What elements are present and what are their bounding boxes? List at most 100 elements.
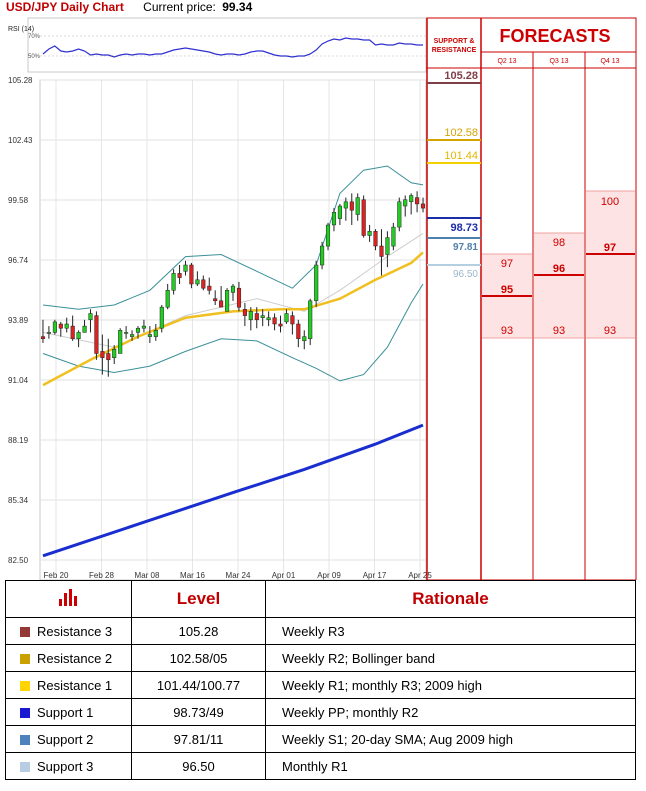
row-level: 96.50 [131,752,266,780]
candle-up [391,226,396,247]
candle-up [230,285,236,293]
forecast-range-q3 [534,233,584,338]
level-label-support2: 97.81 [453,242,478,253]
row-level: 105.28 [131,617,266,645]
candle-down [254,313,259,321]
row-name: Support 1 [37,704,94,720]
candle-down [106,353,111,361]
table-header-level: Level [131,580,266,618]
level-label-support1: 98.73 [450,222,478,234]
resistance3-swatch [20,626,30,637]
chart-area: RSI (14) 70% 50% 105.28 102.43 99.58 96.74 9… [8,17,637,580]
table-header-row: Level Rationale [5,580,636,618]
row-level: 97.81/11 [131,725,266,753]
candle-up [331,212,337,226]
sr-title-line1: SUPPORT & [434,38,475,45]
forecast-low-q3: 93 [553,325,565,337]
levels-table: Level Rationale Resistance 3 105.28 Week… [5,580,636,780]
rsi-title: RSI (14) [8,26,34,33]
level-label-resistance3: 105.28 [444,70,478,82]
candle-down [290,315,295,325]
row-rationale: Weekly PP; monthly R2 [265,698,636,726]
row-level: 101.44/100.77 [131,671,266,699]
forecast-col-label-q3: Q3 13 [549,58,568,65]
sma200-line [42,423,424,558]
candle-up [124,332,129,334]
candle-down [207,285,212,291]
candle-up [130,334,135,337]
y-tick-label: 93.89 [8,316,29,325]
bar-chart-icon [58,588,77,606]
candle-down [201,279,206,289]
candle-up [225,290,230,312]
support3-swatch [20,761,30,772]
forecast-high-q4: 100 [601,196,619,208]
x-tick-label: Feb 28 [89,571,114,580]
forecast-high-q2: 97 [501,258,513,270]
candle-down [70,325,75,339]
row-name: Resistance 3 [37,623,113,639]
candle-up [367,231,372,236]
candle-up [266,317,271,321]
candle-up [314,264,319,302]
candle-down [94,315,99,354]
row-rationale: Weekly S1; 20-day SMA; Aug 2009 high [265,725,636,753]
forecast-mid-q3: 96 [553,263,565,275]
level-label-support3: 96.50 [453,269,478,280]
candle-up [153,330,158,337]
row-rationale: Monthly R1 [265,752,636,780]
candle-up [64,323,69,329]
row-rationale: Weekly R2; Bollinger band [265,644,636,672]
candlesticks [40,191,426,377]
forecast-col-label-q2: Q2 13 [497,58,516,65]
forecast-col-label-q4: Q4 13 [600,58,619,65]
candle-down [361,199,366,236]
y-axis-tick-labels: 105.28 102.43 99.58 96.74 93.89 91.04 88.19 85.… [8,76,33,565]
candle-up [248,311,253,321]
x-tick-label: Apr 09 [317,571,341,580]
candle-down [213,298,218,302]
row-name: Resistance 1 [37,677,113,693]
rsi-tick-70: 70% [28,34,41,40]
row-rationale: Weekly R3 [265,617,636,645]
current-price-label: Current price: [143,0,216,14]
row-name: Support 2 [37,731,94,747]
candle-up [355,197,360,215]
candle-down [349,201,354,211]
rsi-series-line [42,37,423,58]
y-tick-label: 105.28 [8,76,33,85]
candle-down [100,351,105,358]
forecast-low-q2: 93 [501,325,513,337]
bollinger-upper-band [42,165,424,310]
y-tick-label: 85.34 [8,496,29,505]
candle-up [141,325,146,329]
candle-up [118,330,123,354]
candle-up [82,325,87,333]
candle-down [236,287,242,308]
y-tick-label: 96.74 [8,256,29,265]
y-tick-label: 88.19 [8,436,29,445]
candle-down [40,336,46,339]
candle-up [403,199,408,207]
level-label-resistance2: 102.58 [444,127,478,139]
candle-down [278,323,283,327]
y-tick-label: 102.43 [8,136,33,145]
candle-up [409,195,414,203]
candle-up [260,315,265,318]
chart-title: USD/JPY Daily Chart [6,0,124,14]
candle-down [379,245,384,257]
forecast-range-q4 [586,191,635,338]
row-name: Support 3 [37,758,94,774]
candle-down [177,273,182,278]
x-axis-tick-labels: Feb 20 Feb 28 Mar 08 Mar 16 Mar 24 Apr 01 Apr … [44,571,433,580]
x-tick-label: Apr 25 [408,571,432,580]
table-header-rationale: Rationale [265,580,636,618]
forecast-mid-q4: 97 [604,242,616,254]
table-row: Resistance 3 105.28 Weekly R3 [5,617,636,645]
candle-down [58,323,63,329]
candle-up [195,279,200,285]
candle-up [302,336,307,342]
x-tick-label: Mar 08 [135,571,160,580]
x-tick-label: Mar 24 [226,571,251,580]
y-tick-label: 99.58 [8,196,29,205]
